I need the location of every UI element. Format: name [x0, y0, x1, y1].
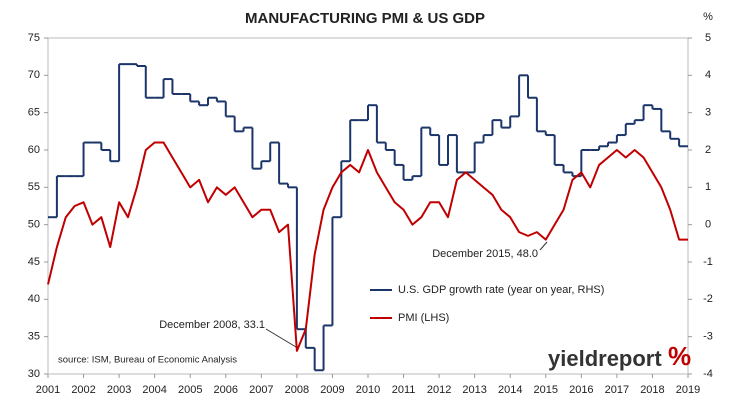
- y2-tick-label: -3: [703, 331, 713, 343]
- annotation-leader: [539, 241, 548, 251]
- x-tick-label: 2002: [71, 384, 95, 396]
- x-tick-label: 2001: [36, 384, 60, 396]
- y2-tick-label: -4: [703, 368, 713, 380]
- chart-title: MANUFACTURING PMI & US GDP: [245, 10, 485, 27]
- y-tick-label: 70: [28, 69, 40, 81]
- gdp-step-riser: [55, 64, 681, 371]
- x-tick-label: 2003: [107, 384, 131, 396]
- x-tick-label: 2011: [392, 384, 416, 396]
- source: source: ISM, Bureau of Economic Analysis: [58, 355, 237, 366]
- legend-label: PMI (LHS): [398, 312, 449, 324]
- pmi-line: [47, 141, 688, 352]
- annotation: December 2008, 33.1: [159, 319, 265, 331]
- x-tick-label: 2015: [534, 384, 558, 396]
- x-tick-label: 2014: [498, 384, 522, 396]
- x-tick-label: 2019: [676, 384, 700, 396]
- x-tick-label: 2009: [320, 384, 344, 396]
- x-tick-label: 2016: [569, 384, 593, 396]
- y-tick-label: 40: [28, 293, 40, 305]
- legend-label: U.S. GDP growth rate (year on year, RHS): [398, 284, 604, 296]
- y2-tick-label: 5: [705, 32, 711, 44]
- y-tick-label: 30: [28, 368, 40, 380]
- x-tick-label: 2007: [249, 384, 273, 396]
- annotation: December 2015, 48.0: [432, 248, 538, 260]
- x-tick-label: 2013: [462, 384, 486, 396]
- y-tick-label: 45: [28, 256, 40, 268]
- x-tick-label: 2004: [142, 384, 166, 396]
- y2-unit: %: [703, 11, 713, 23]
- y2-tick-label: 0: [705, 219, 711, 231]
- y2-tick-label: 3: [705, 107, 711, 119]
- logo: yieldreport: [548, 346, 662, 371]
- y2-tick-label: 1: [705, 181, 711, 193]
- y2-tick-label: 4: [705, 69, 711, 81]
- y-tick-label: 35: [28, 331, 40, 343]
- x-tick-label: 2010: [356, 384, 380, 396]
- y2-tick-label: -1: [703, 256, 713, 268]
- x-tick-label: 2017: [605, 384, 629, 396]
- y-tick-label: 55: [28, 181, 40, 193]
- y-tick-label: 50: [28, 219, 40, 231]
- x-tick-label: 2018: [640, 384, 664, 396]
- x-tick-label: 2005: [178, 384, 202, 396]
- x-tick-label: 2008: [285, 384, 309, 396]
- x-tick-label: 2012: [427, 384, 451, 396]
- annotation-leader: [265, 328, 297, 348]
- x-tick-label: 2006: [214, 384, 238, 396]
- y-tick-label: 60: [28, 144, 40, 156]
- y-tick-label: 75: [28, 32, 40, 44]
- logo-symbol: %: [668, 341, 691, 371]
- y2-tick-label: -2: [703, 293, 713, 305]
- y2-tick-label: 2: [705, 144, 711, 156]
- y-tick-label: 65: [28, 107, 40, 119]
